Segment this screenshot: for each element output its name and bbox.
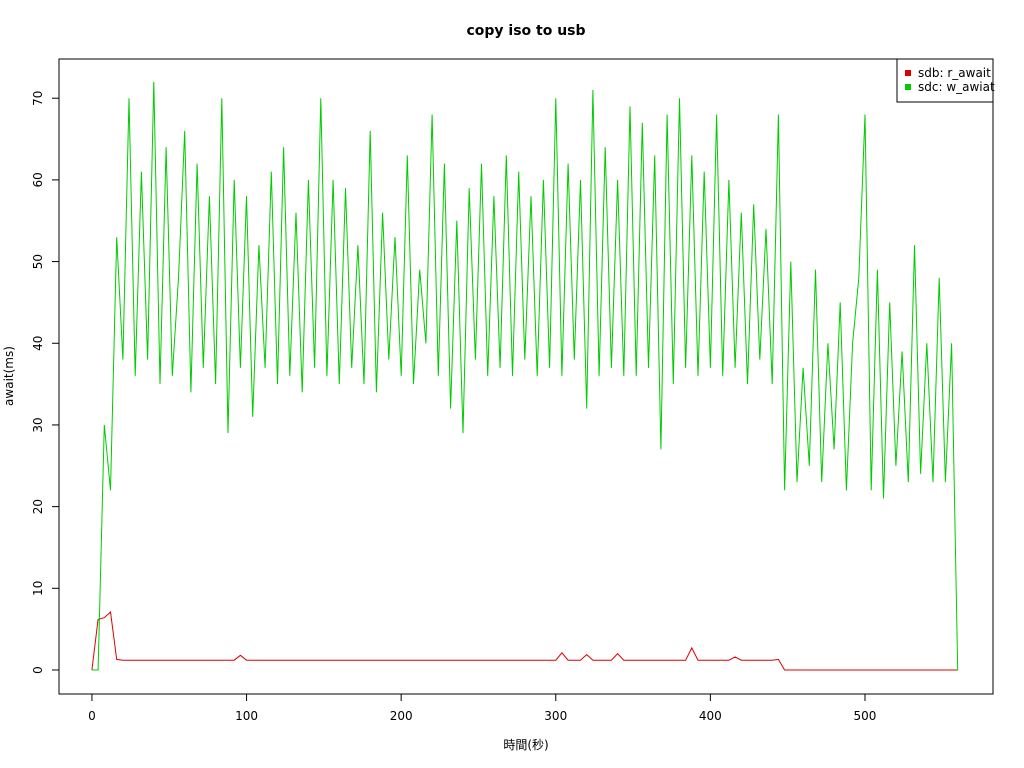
legend-swatch (905, 70, 911, 76)
legend-label: sdc: w_awiat (918, 80, 995, 94)
x-tick-label: 100 (235, 709, 258, 723)
y-tick-label: 60 (31, 172, 45, 187)
x-tick-label: 300 (544, 709, 567, 723)
y-tick-label: 0 (31, 666, 45, 674)
data-line (91, 81, 959, 671)
legend-label: sdb: r_await (918, 66, 991, 80)
x-tick-label: 500 (854, 709, 877, 723)
chart-title: copy iso to usb (466, 23, 585, 39)
y-tick-label: 30 (31, 417, 45, 432)
y-tick-label: 20 (31, 499, 45, 514)
legend-box (896, 58, 994, 103)
x-tick-label: 0 (88, 709, 96, 723)
x-axis-label: 時間(秒) (503, 738, 548, 752)
y-axis-label: await(ms) (2, 346, 16, 406)
y-tick-label: 10 (31, 581, 45, 596)
data-line (91, 610, 958, 671)
legend-swatch (905, 84, 911, 90)
y-tick-label: 50 (31, 254, 45, 269)
x-tick-label: 200 (390, 709, 413, 723)
y-tick-label: 40 (31, 336, 45, 351)
x-tick-label: 400 (699, 709, 722, 723)
y-tick-label: 70 (31, 91, 45, 106)
